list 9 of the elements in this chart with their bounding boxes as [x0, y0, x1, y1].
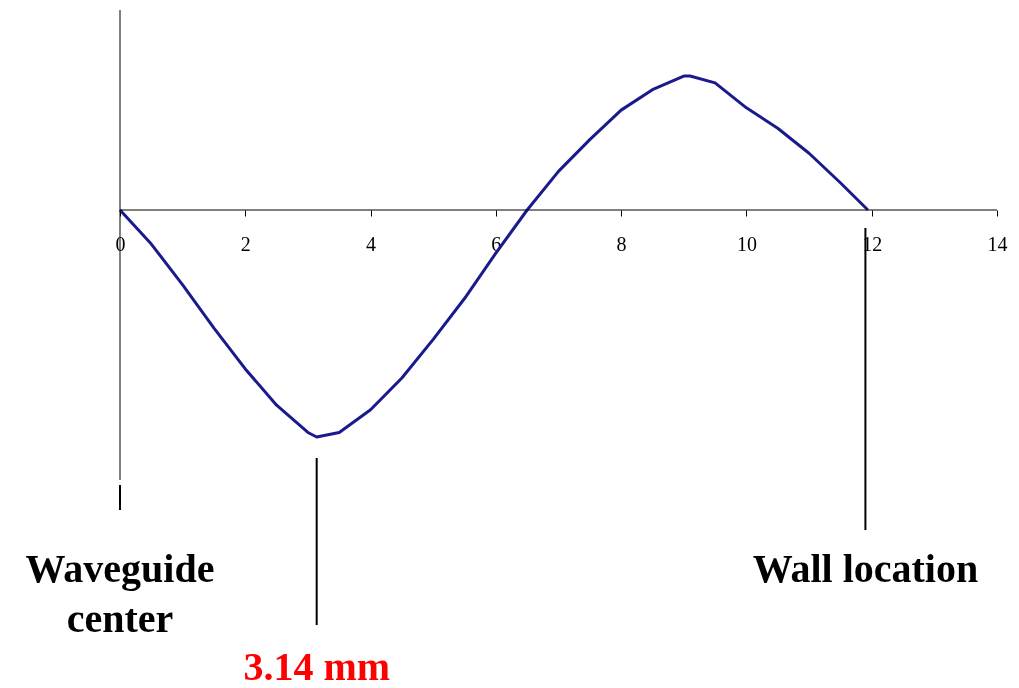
- annotation: Wall location: [752, 546, 979, 591]
- x-tick-label: 8: [616, 232, 627, 255]
- annotation: Waveguide center: [25, 546, 215, 641]
- x-tick-label: 14: [987, 232, 1008, 255]
- annotation: 3.14 mm: [243, 644, 391, 688]
- x-tick-label: 0: [115, 232, 126, 255]
- x-tick-label: 4: [366, 232, 377, 255]
- x-tick-label: 2: [240, 232, 251, 255]
- x-tick-label: 10: [736, 232, 757, 255]
